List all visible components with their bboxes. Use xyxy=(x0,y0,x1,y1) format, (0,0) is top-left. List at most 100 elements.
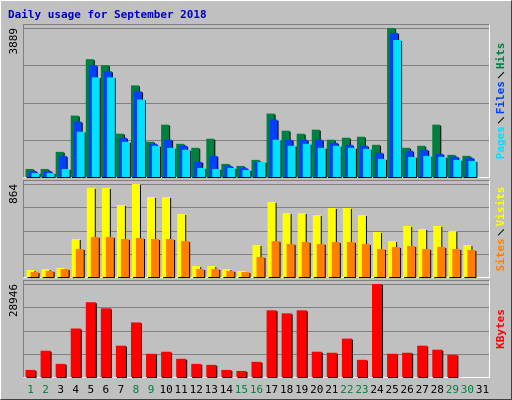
bar xyxy=(393,39,402,177)
x-tick-label: 25 xyxy=(385,383,398,396)
bar xyxy=(408,156,417,177)
x-tick-label: 6 xyxy=(103,383,110,396)
legend-separator xyxy=(497,71,505,79)
plot-border-dark xyxy=(23,24,490,178)
x-tick-label: 12 xyxy=(190,383,203,396)
bar xyxy=(60,269,69,277)
x-tick-label: 15 xyxy=(235,383,248,396)
bar xyxy=(146,353,157,377)
bar xyxy=(423,155,432,177)
bar xyxy=(162,197,171,277)
chart-title: Daily usage for September 2018 xyxy=(8,8,207,21)
bar xyxy=(296,310,307,377)
legend-label: KBytes xyxy=(494,309,507,349)
bar xyxy=(100,308,111,377)
bar xyxy=(281,313,292,377)
bar xyxy=(272,139,281,177)
bar xyxy=(136,99,145,177)
bar xyxy=(55,363,66,377)
x-tick-label: 26 xyxy=(401,383,414,396)
x-tick-label: 16 xyxy=(250,383,263,396)
bar xyxy=(46,172,55,177)
x-tick-label: 8 xyxy=(133,383,140,396)
bar xyxy=(105,236,114,277)
x-tick-label: 20 xyxy=(310,383,323,396)
y-tick-label: 28946 xyxy=(7,284,20,317)
bar xyxy=(152,145,161,177)
x-tick-label: 14 xyxy=(220,383,234,396)
bar xyxy=(45,270,54,277)
bar xyxy=(197,167,206,177)
bar xyxy=(85,302,96,377)
bar xyxy=(86,187,95,277)
bar xyxy=(452,249,461,277)
bar xyxy=(422,249,431,277)
x-tick-label: 9 xyxy=(148,383,155,396)
bar xyxy=(407,246,416,277)
x-tick-label: 23 xyxy=(355,383,368,396)
bar xyxy=(271,241,280,277)
bar xyxy=(75,249,84,277)
bar xyxy=(301,242,310,277)
bar xyxy=(76,131,85,177)
bar xyxy=(317,147,326,177)
bar xyxy=(316,243,325,277)
x-tick-label: 13 xyxy=(205,383,218,396)
bar xyxy=(121,141,130,177)
bar xyxy=(91,77,100,177)
bar xyxy=(362,148,371,177)
plot-border-dark xyxy=(23,180,490,278)
bar xyxy=(266,310,277,377)
x-tick-label: 4 xyxy=(72,383,79,396)
bar xyxy=(176,358,187,377)
bar xyxy=(378,158,387,177)
x-tick-label: 2 xyxy=(42,383,49,396)
bar xyxy=(151,239,160,277)
legend-label: Pages xyxy=(494,126,507,159)
bar xyxy=(40,350,51,377)
bar xyxy=(326,352,337,377)
bar xyxy=(166,239,175,277)
bar xyxy=(257,161,266,177)
bar xyxy=(392,246,401,277)
bar xyxy=(432,349,443,377)
bar xyxy=(302,143,311,177)
y-tick-label: 864 xyxy=(7,184,20,204)
bar xyxy=(347,147,356,177)
bar xyxy=(402,352,413,377)
legend-separator xyxy=(497,116,505,124)
bar xyxy=(101,187,110,277)
x-tick-label: 18 xyxy=(280,383,293,396)
bar xyxy=(115,345,126,377)
bar xyxy=(311,351,322,377)
bar xyxy=(120,239,129,277)
legend-label: Sites xyxy=(494,238,507,271)
bar xyxy=(377,249,386,277)
bar xyxy=(346,242,355,277)
x-tick-label: 7 xyxy=(118,383,125,396)
x-tick-label: 28 xyxy=(431,383,444,396)
x-tick-label: 22 xyxy=(340,383,353,396)
bar xyxy=(467,249,476,277)
bar xyxy=(130,322,141,377)
bar xyxy=(256,256,265,277)
bar xyxy=(31,172,40,177)
x-tick-label: 30 xyxy=(461,383,474,396)
bar xyxy=(417,345,428,377)
bar xyxy=(372,284,383,377)
bar xyxy=(25,369,36,377)
bar xyxy=(242,169,251,177)
bar xyxy=(241,272,250,277)
bar xyxy=(331,242,340,277)
bar xyxy=(182,149,191,177)
bar xyxy=(211,269,220,277)
bar xyxy=(438,156,447,177)
x-tick-label: 31 xyxy=(476,383,489,396)
x-tick-label: 11 xyxy=(175,383,188,396)
bar xyxy=(196,269,205,277)
bar xyxy=(236,370,247,377)
bar xyxy=(468,160,477,177)
x-tick-label: 3 xyxy=(57,383,64,396)
bar xyxy=(167,147,176,177)
